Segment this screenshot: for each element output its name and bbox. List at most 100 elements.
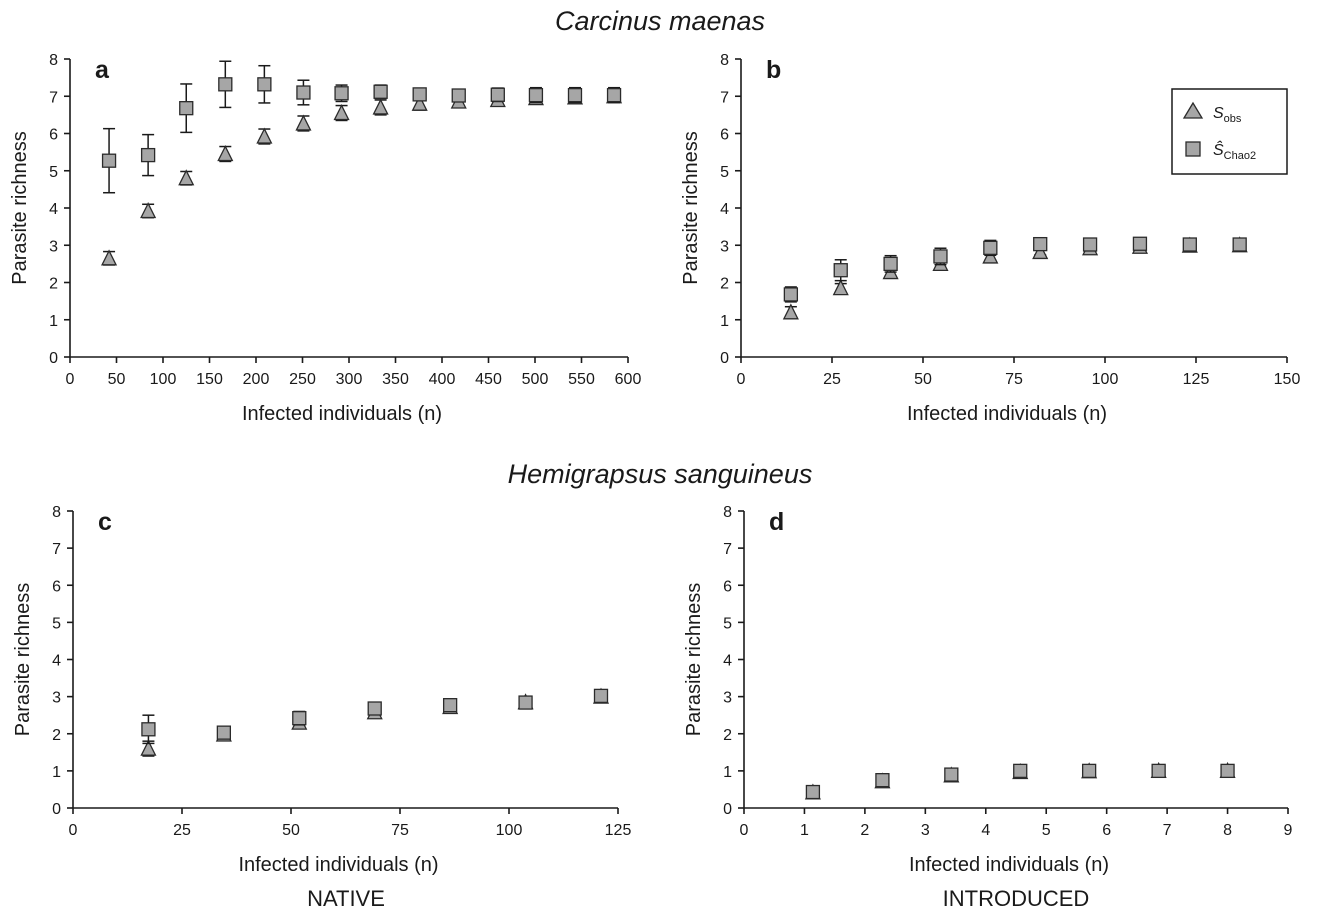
y-tick-label: 7 [49, 89, 58, 106]
data-point-square [334, 86, 349, 101]
x-axis-label: Infected individuals (n) [238, 854, 438, 876]
y-tick-label: 3 [720, 238, 729, 255]
data-point-square [442, 698, 458, 713]
data-point-square [367, 701, 382, 716]
y-tick-label: 6 [49, 127, 58, 144]
series-s-obs [782, 236, 1248, 320]
data-point-square [218, 77, 233, 92]
title-hemigrapsus-sanguineus: Hemigrapsus sanguineus [507, 459, 813, 489]
x-tick-label: 50 [914, 371, 932, 388]
data-point-square [292, 711, 307, 726]
data-point-square [179, 101, 194, 116]
panel-letter: b [766, 56, 781, 84]
data-point-square [805, 784, 821, 800]
data-point-square [518, 695, 533, 710]
data-point-square [412, 87, 427, 102]
panel-b: 0 1 2 3 4 5 6 7 8 0 25 50 75 100 125 150 Infected indivi… [680, 52, 1300, 425]
x-tick-label: 150 [1274, 371, 1301, 388]
data-point-square [1151, 763, 1166, 779]
data-point-triangle [295, 114, 312, 131]
data-point-square [883, 256, 898, 272]
title-carcinus-maenas: Carcinus maenas [554, 6, 766, 36]
data-point-square [1232, 237, 1247, 252]
x-tick-label: 75 [1005, 371, 1023, 388]
x-tick-label: 550 [568, 371, 595, 388]
y-tick-label: 7 [52, 541, 61, 558]
x-tick-label: 0 [740, 822, 749, 839]
x-tick-label: 0 [69, 822, 78, 839]
y-tick-label: 7 [723, 541, 732, 558]
y-tick-label: 5 [720, 164, 729, 181]
y-tick-label: 7 [720, 89, 729, 106]
data-point-square [216, 725, 232, 740]
series-s-chao2 [141, 688, 609, 745]
data-point-square [257, 77, 272, 92]
y-tick-label: 6 [52, 578, 61, 595]
data-point-square [140, 147, 156, 163]
data-point-square [1182, 237, 1197, 252]
x-tick-label: 600 [615, 371, 642, 388]
legend-label-s-obs: Sobs [1213, 105, 1242, 125]
data-point-square [1013, 763, 1028, 779]
x-tick-label: 3 [921, 822, 930, 839]
series-s-chao2 [101, 60, 622, 194]
x-tick-label: 125 [605, 822, 632, 839]
y-tick-label: 4 [52, 653, 61, 670]
label-native: NATIVE [307, 886, 385, 911]
y-tick-label: 2 [723, 727, 732, 744]
data-point-triangle [217, 145, 234, 162]
x-tick-label: 75 [391, 822, 409, 839]
y-tick-label: 5 [52, 615, 61, 632]
data-point-square [833, 263, 848, 278]
legend: Sobs ŜChao2 [1171, 88, 1288, 175]
y-tick-label: 3 [723, 690, 732, 707]
y-tick-label: 5 [723, 615, 732, 632]
y-tick-label: 3 [49, 238, 58, 255]
data-point-triangle [832, 279, 849, 296]
data-point-square [1033, 236, 1048, 252]
data-point-triangle [101, 249, 118, 266]
x-tick-label: 100 [1092, 371, 1119, 388]
x-tick-label: 6 [1102, 822, 1111, 839]
y-tick-label: 8 [723, 504, 732, 521]
y-tick-label: 0 [49, 350, 58, 367]
y-tick-label: 3 [52, 690, 61, 707]
x-tick-label: 400 [429, 371, 456, 388]
x-tick-label: 2 [860, 822, 869, 839]
panel-c: 0 1 2 3 4 5 6 7 8 0 25 50 75 100 125 Infected individua… [12, 504, 631, 876]
data-point-square [567, 87, 583, 103]
x-tick-label: 7 [1163, 822, 1172, 839]
label-introduced: INTRODUCED [942, 886, 1090, 911]
x-axis-label: Infected individuals (n) [909, 854, 1109, 876]
x-tick-label: 4 [981, 822, 990, 839]
x-tick-label: 50 [282, 822, 300, 839]
y-tick-label: 5 [49, 164, 58, 181]
x-axis-label: Infected individuals (n) [907, 403, 1107, 425]
panel-letter: d [769, 508, 784, 536]
y-axis-label: Parasite richness [9, 131, 31, 284]
data-point-square [1132, 236, 1148, 251]
y-tick-label: 4 [723, 653, 732, 670]
series-s-chao2 [805, 763, 1235, 800]
series-s-chao2 [783, 236, 1247, 303]
data-point-triangle [140, 202, 157, 219]
y-axis-label: Parasite richness [680, 131, 702, 284]
x-tick-label: 100 [150, 371, 177, 388]
data-point-square [451, 88, 466, 103]
y-tick-label: 8 [52, 504, 61, 521]
y-tick-label: 6 [723, 578, 732, 595]
y-tick-label: 4 [720, 201, 729, 218]
x-tick-label: 0 [66, 371, 75, 388]
y-tick-label: 2 [52, 727, 61, 744]
data-point-square [593, 688, 609, 704]
data-point-square [944, 767, 959, 782]
x-tick-label: 200 [243, 371, 270, 388]
y-tick-label: 2 [49, 276, 58, 293]
data-point-triangle [372, 98, 389, 115]
data-point-square [528, 87, 544, 103]
x-tick-label: 350 [382, 371, 409, 388]
data-point-triangle [256, 127, 273, 144]
legend-triangle-marker [1182, 101, 1204, 119]
legend-square-marker [1185, 141, 1201, 157]
y-tick-label: 0 [52, 801, 61, 818]
